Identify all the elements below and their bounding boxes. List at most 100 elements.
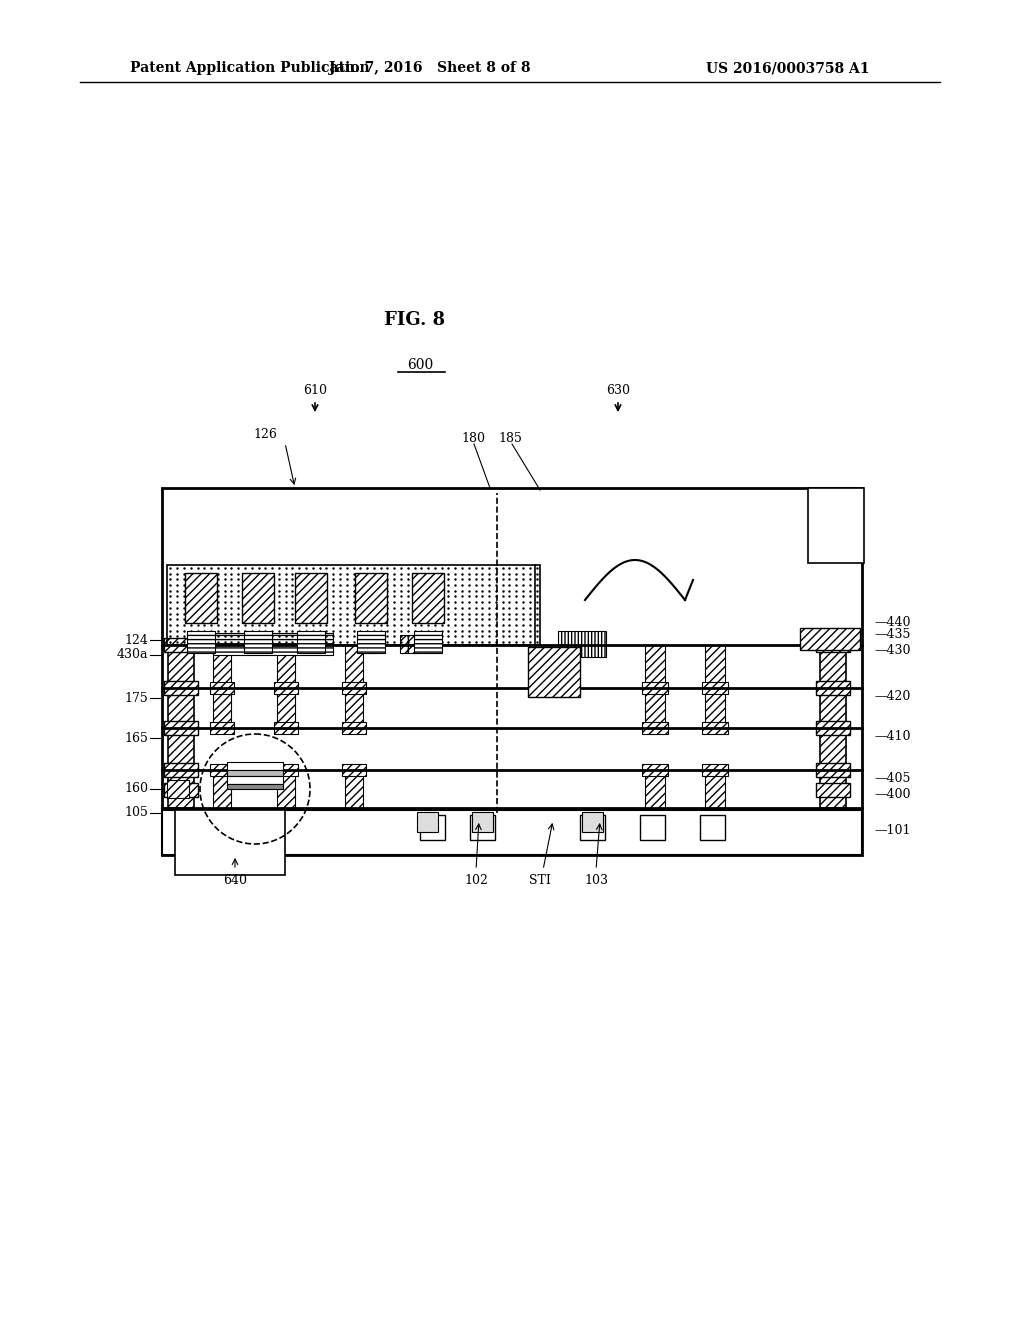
- Bar: [213, 645, 231, 688]
- Bar: [167, 565, 540, 645]
- Bar: [528, 647, 580, 697]
- Text: 124: 124: [124, 634, 148, 647]
- Bar: [820, 645, 846, 808]
- Text: Jan. 7, 2016   Sheet 8 of 8: Jan. 7, 2016 Sheet 8 of 8: [330, 61, 530, 75]
- Bar: [400, 635, 418, 653]
- Text: 160: 160: [124, 783, 148, 796]
- Bar: [210, 682, 234, 694]
- Text: —410: —410: [874, 730, 910, 742]
- Bar: [705, 688, 725, 729]
- Text: 102: 102: [464, 874, 488, 887]
- Text: 180: 180: [461, 432, 485, 445]
- Text: 126: 126: [253, 429, 276, 441]
- Bar: [355, 573, 387, 623]
- Bar: [227, 784, 283, 789]
- Bar: [558, 631, 606, 657]
- Bar: [274, 682, 298, 694]
- Bar: [168, 645, 194, 808]
- Bar: [187, 631, 215, 653]
- Text: —101: —101: [874, 824, 910, 837]
- Text: 185: 185: [498, 432, 522, 445]
- Bar: [244, 631, 272, 653]
- Bar: [342, 722, 366, 734]
- Bar: [175, 810, 285, 875]
- Bar: [640, 814, 665, 840]
- Bar: [360, 635, 378, 653]
- Bar: [800, 628, 860, 649]
- Bar: [702, 682, 728, 694]
- Bar: [816, 638, 850, 652]
- Bar: [816, 721, 850, 735]
- Bar: [297, 631, 325, 653]
- Bar: [645, 645, 665, 688]
- Bar: [642, 682, 668, 694]
- Bar: [162, 810, 862, 855]
- Text: 610: 610: [303, 384, 327, 396]
- Bar: [705, 645, 725, 688]
- Bar: [274, 764, 298, 776]
- Text: Patent Application Publication: Patent Application Publication: [130, 61, 370, 75]
- Text: —435: —435: [874, 628, 910, 642]
- Bar: [580, 814, 605, 840]
- Bar: [417, 812, 438, 832]
- Bar: [210, 722, 234, 734]
- Bar: [295, 573, 327, 623]
- Bar: [210, 764, 234, 776]
- Bar: [642, 722, 668, 734]
- Bar: [242, 573, 274, 623]
- Text: 430a: 430a: [117, 648, 148, 661]
- Text: —420: —420: [874, 689, 910, 702]
- Text: 630: 630: [606, 384, 630, 396]
- Bar: [357, 631, 385, 653]
- Bar: [185, 573, 217, 623]
- Bar: [472, 812, 493, 832]
- Bar: [808, 488, 864, 564]
- Text: —400: —400: [874, 788, 910, 801]
- Bar: [582, 812, 603, 832]
- Bar: [816, 783, 850, 797]
- Bar: [342, 764, 366, 776]
- Bar: [213, 634, 333, 655]
- Bar: [642, 764, 668, 776]
- Text: —440: —440: [874, 615, 910, 628]
- Text: 105: 105: [124, 807, 148, 820]
- Bar: [167, 780, 189, 799]
- Bar: [816, 681, 850, 696]
- Bar: [164, 681, 198, 696]
- Bar: [164, 638, 198, 652]
- Bar: [470, 814, 495, 840]
- Bar: [645, 688, 665, 729]
- Bar: [342, 682, 366, 694]
- Bar: [274, 722, 298, 734]
- Bar: [414, 631, 442, 653]
- Bar: [213, 770, 231, 808]
- Bar: [162, 488, 862, 855]
- Bar: [345, 770, 362, 808]
- Bar: [213, 688, 231, 729]
- Text: 640: 640: [223, 874, 247, 887]
- Bar: [345, 688, 362, 729]
- Text: 165: 165: [124, 731, 148, 744]
- Bar: [702, 764, 728, 776]
- Bar: [164, 721, 198, 735]
- Bar: [227, 770, 283, 776]
- Text: US 2016/0003758 A1: US 2016/0003758 A1: [707, 61, 870, 75]
- Bar: [278, 688, 295, 729]
- Text: STI: STI: [529, 874, 551, 887]
- Bar: [420, 814, 445, 840]
- Bar: [345, 645, 362, 688]
- Bar: [705, 770, 725, 808]
- Text: —405: —405: [874, 771, 910, 784]
- Bar: [645, 770, 665, 808]
- Bar: [278, 770, 295, 808]
- Bar: [702, 722, 728, 734]
- Bar: [164, 783, 198, 797]
- Bar: [816, 763, 850, 777]
- Text: —430: —430: [874, 644, 910, 657]
- Bar: [412, 573, 444, 623]
- Bar: [700, 814, 725, 840]
- Bar: [278, 645, 295, 688]
- Text: 175: 175: [124, 692, 148, 705]
- Bar: [227, 776, 283, 784]
- Bar: [164, 763, 198, 777]
